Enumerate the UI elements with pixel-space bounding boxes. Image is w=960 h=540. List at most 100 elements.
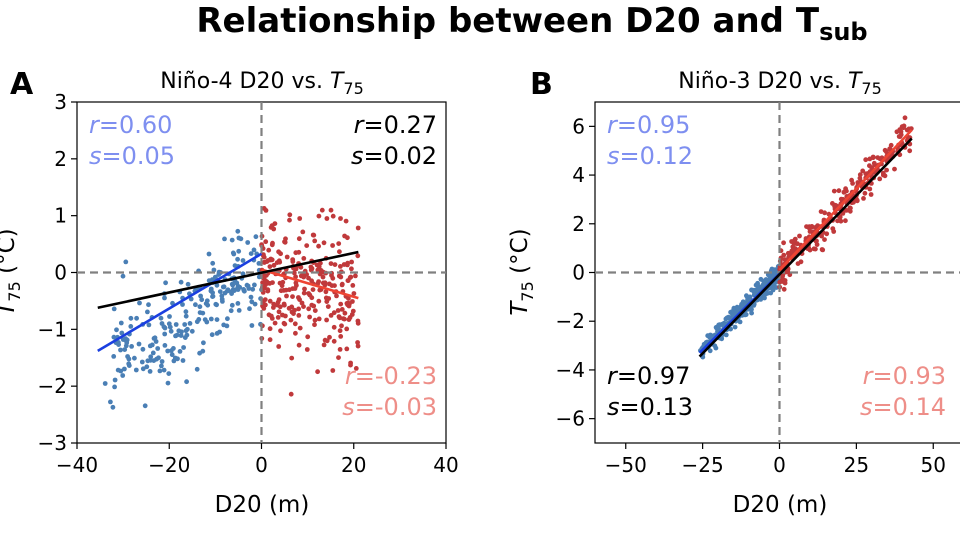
panel-a-point-negative xyxy=(122,337,127,342)
panel-a-point-positive xyxy=(335,308,341,313)
panel-a-point-negative xyxy=(165,380,171,386)
panel-a: −40 −20 0 20 40 −3 −2 −1 0 1 2 3 A Niño-4 D20 vs. T… xyxy=(0,67,459,518)
panel-b-ylabel-sub: 75 xyxy=(518,281,537,301)
panel-a-xtick-label: −40 xyxy=(56,453,98,477)
panel-a-point-negative xyxy=(240,258,246,263)
panel-a-point-negative xyxy=(118,320,124,326)
panel-a-point-positive xyxy=(297,216,303,221)
panel-b-point-positive xyxy=(781,240,786,246)
panel-b-point-negative xyxy=(705,333,711,339)
panel-a-point-positive xyxy=(337,315,343,321)
panel-a-point-negative xyxy=(162,295,167,301)
panel-b-point-positive xyxy=(780,273,786,279)
panel-b-point-positive xyxy=(822,210,827,216)
panel-a-point-negative xyxy=(204,319,210,325)
panel-a-point-negative xyxy=(132,355,137,361)
panel-a-point-negative xyxy=(161,367,167,373)
panel-b-point-negative xyxy=(758,276,764,282)
panel-a-point-negative xyxy=(146,322,152,328)
panel-b-point-positive xyxy=(867,163,872,169)
panel-b-point-positive xyxy=(898,132,904,138)
panel-a-point-positive xyxy=(353,366,359,371)
panel-a-point-negative xyxy=(173,333,178,339)
panel-a-point-negative xyxy=(194,366,200,372)
panel-a-point-negative xyxy=(241,288,247,293)
panel-a-point-positive xyxy=(277,304,283,310)
panel-a-point-positive xyxy=(287,212,293,218)
panel-a-point-negative xyxy=(200,348,206,354)
panel-a-point-positive xyxy=(330,213,336,219)
panel-b-point-positive xyxy=(844,208,849,213)
panel-a-point-positive xyxy=(301,304,306,309)
panel-a-point-negative xyxy=(214,282,220,288)
panel-a-point-positive xyxy=(324,299,330,304)
panel-a-point-negative xyxy=(245,240,251,245)
panel-b-point-negative xyxy=(729,311,735,317)
panel-a-point-positive xyxy=(345,262,350,268)
panel-a-point-negative xyxy=(198,293,204,299)
panel-a-point-negative xyxy=(211,267,217,273)
panel-b-xtick-label: 0 xyxy=(773,453,786,477)
panel-b-point-positive xyxy=(902,115,908,121)
panel-a-point-negative xyxy=(111,334,117,340)
panel-a-point-positive xyxy=(350,283,356,288)
panel-b-point-negative xyxy=(732,324,738,330)
panel-a-point-negative xyxy=(184,379,190,385)
panel-a-point-positive xyxy=(304,347,310,352)
panel-a-point-negative xyxy=(152,335,158,341)
panel-a-point-positive xyxy=(301,256,307,261)
panel-a-point-positive xyxy=(269,242,275,248)
panel-a-point-positive xyxy=(348,274,354,280)
panel-b-point-positive xyxy=(892,166,897,172)
panel-a-xtick-label: 0 xyxy=(255,453,268,477)
panel-a-point-negative xyxy=(210,293,216,299)
panel-a-point-positive xyxy=(342,310,348,316)
panel-a-ticks: −40 −20 0 20 40 −3 −2 −1 0 1 2 3 xyxy=(38,90,459,477)
panel-a-point-negative xyxy=(219,293,225,299)
panel-a-point-positive xyxy=(344,301,350,306)
panel-a-point-positive xyxy=(276,297,282,302)
panel-a-point-negative xyxy=(229,237,235,243)
panel-a-point-negative xyxy=(247,306,252,312)
panel-a-point-negative xyxy=(144,364,150,370)
panel-a-point-positive xyxy=(319,207,325,213)
panel-a-point-negative xyxy=(128,324,134,329)
panel-b-point-negative xyxy=(751,287,757,293)
panel-a-point-negative xyxy=(236,235,242,241)
panel-b-stat-all: r=0.97 s=0.13 xyxy=(607,362,693,421)
panel-a-point-positive xyxy=(355,320,361,326)
panel-a-ytick-label: 2 xyxy=(54,147,67,171)
panel-a-point-positive xyxy=(338,264,343,269)
panel-a-point-positive xyxy=(312,317,318,323)
panel-b-point-negative xyxy=(719,336,725,342)
panel-b-point-positive xyxy=(814,242,820,248)
panel-a-point-positive xyxy=(334,293,339,299)
panel-b-point-positive xyxy=(831,188,837,194)
panel-a-point-negative xyxy=(120,273,126,279)
panel-a-point-positive xyxy=(336,241,342,247)
figure-title: Relationship between D20 and Tsub xyxy=(196,1,867,46)
panel-a-point-negative xyxy=(157,368,163,374)
panel-a-point-positive xyxy=(293,250,299,256)
panel-a-point-positive xyxy=(302,286,307,292)
panel-a-point-negative xyxy=(111,306,117,312)
panel-a-point-negative xyxy=(123,259,129,265)
panel-b-point-positive xyxy=(791,245,796,251)
panel-a-point-negative xyxy=(166,371,172,376)
panel-a-point-negative xyxy=(230,250,236,256)
panel-a-point-positive xyxy=(331,338,337,344)
panel-a-point-negative xyxy=(150,350,156,356)
panel-b-point-positive xyxy=(867,186,873,192)
panel-b-title-text: Niño-3 D20 vs. xyxy=(678,69,848,94)
panel-b-xtick-label: 25 xyxy=(844,453,869,477)
panel-b-point-positive xyxy=(807,229,813,234)
panel-b-ticks: −50 −25 0 25 50 −6 −4 −2 0 2 4 6 xyxy=(556,114,946,477)
panel-a-point-positive xyxy=(338,334,344,339)
panel-a-point-positive xyxy=(283,236,288,242)
panel-b-point-positive xyxy=(907,148,913,154)
panel-a-point-positive xyxy=(290,294,295,299)
panel-a-point-negative xyxy=(210,260,216,266)
panel-b-fit-all xyxy=(698,137,913,358)
panel-a-point-negative xyxy=(225,316,230,322)
